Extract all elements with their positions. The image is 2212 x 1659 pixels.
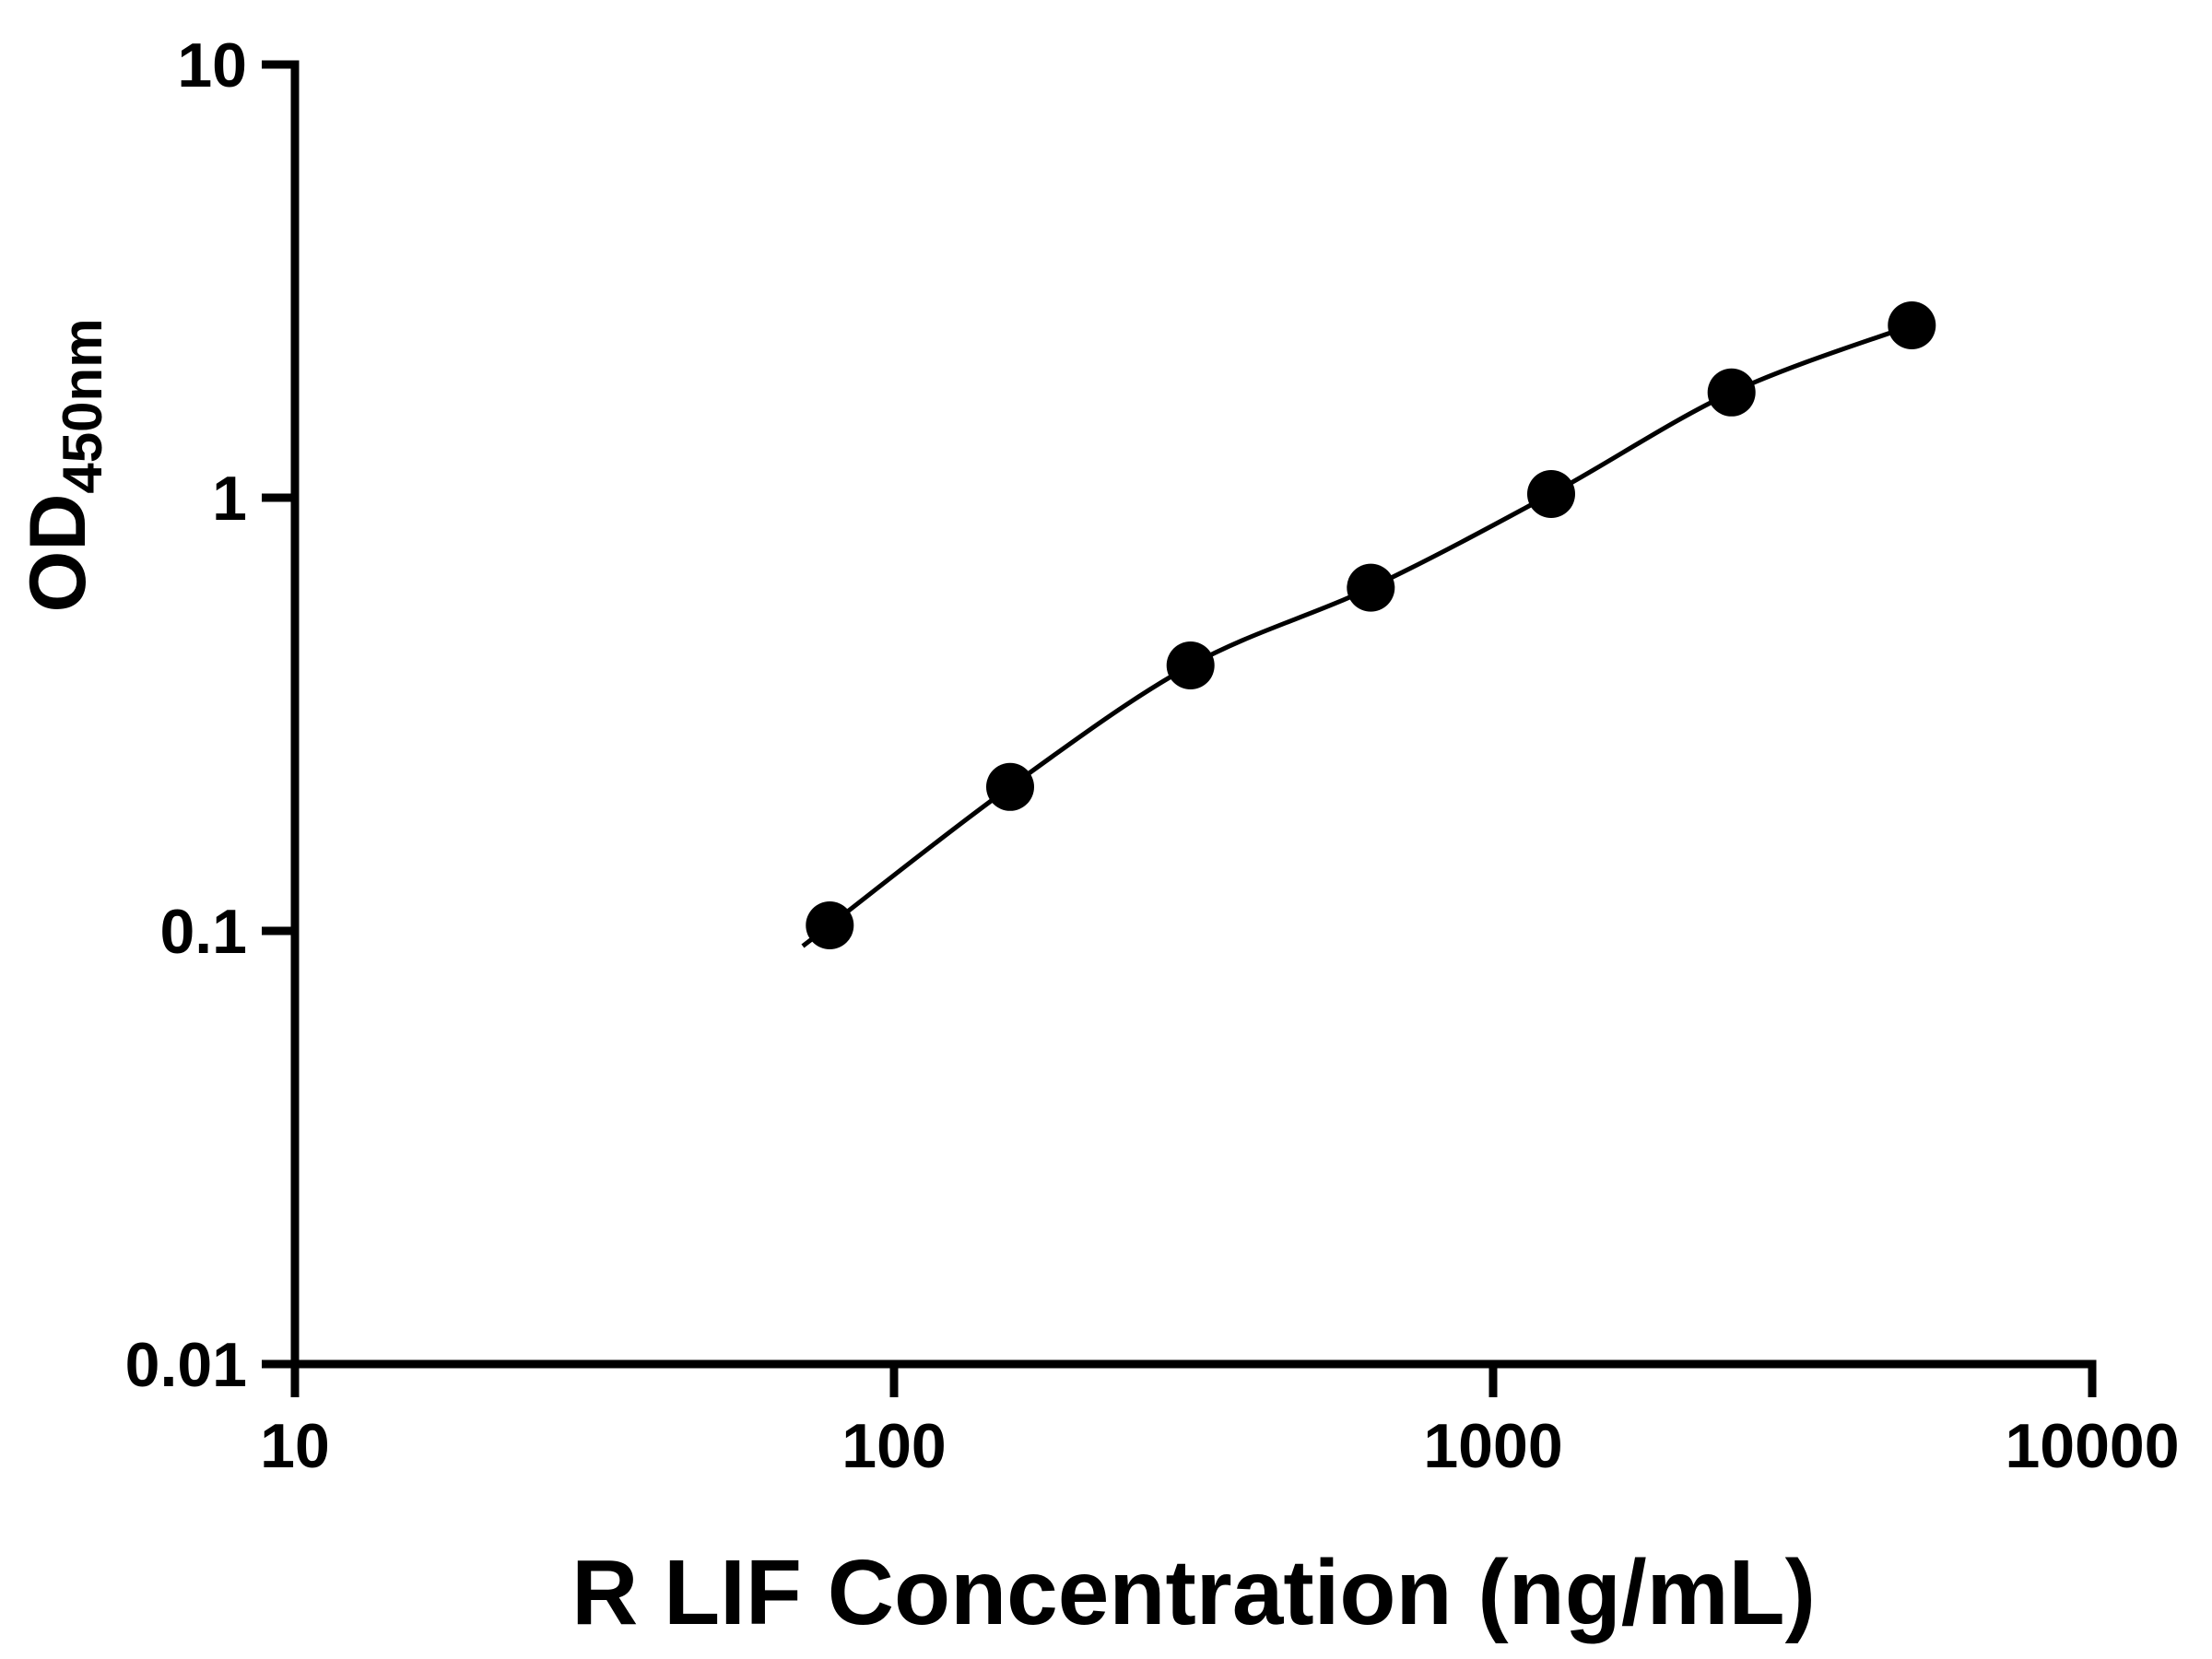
data-point	[806, 901, 854, 949]
data-point	[1888, 301, 1936, 349]
x-tick-label: 100	[841, 1411, 946, 1481]
x-tick-label: 1000	[1423, 1411, 1562, 1481]
data-point	[1527, 470, 1575, 518]
y-axis-title-main: OD	[14, 494, 102, 613]
y-axis-title-sub: 450nm	[52, 318, 113, 493]
x-axis-title: R LIF Concentration (ng/mL)	[571, 1541, 1816, 1644]
x-tick-label: 10000	[2005, 1411, 2179, 1481]
data-point	[1347, 563, 1395, 612]
y-tick-label: 10	[177, 30, 247, 100]
axes-spine	[290, 60, 2097, 1369]
plot-area: 10 100 1000 10000 0.01 0.1 1 10	[125, 30, 2180, 1481]
y-tick-label: 1	[212, 464, 247, 534]
data-point	[986, 762, 1034, 811]
x-tick-label: 10	[260, 1411, 330, 1481]
data-point	[1166, 641, 1215, 689]
fit-line	[801, 323, 1913, 948]
y-tick-label: 0.1	[159, 897, 247, 967]
data-point	[1707, 368, 1756, 417]
y-axis-title: OD450nm	[14, 318, 113, 612]
y-tick-label: 0.01	[125, 1330, 247, 1400]
